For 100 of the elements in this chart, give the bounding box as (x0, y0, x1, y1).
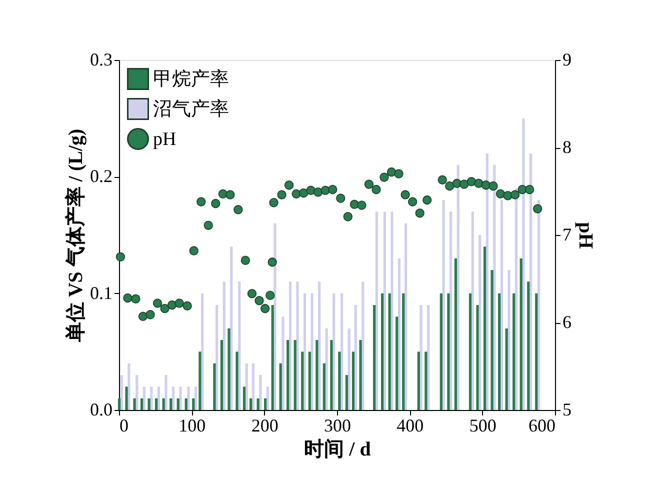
bar (354, 305, 357, 410)
bar (294, 340, 296, 410)
x-tick-label: 200 (251, 416, 278, 436)
bar (216, 305, 218, 410)
point (343, 212, 352, 222)
bar (486, 153, 488, 410)
point (422, 195, 432, 205)
x-tick-label: 600 (528, 416, 556, 436)
bar (172, 386, 175, 410)
bar (325, 328, 328, 410)
point (138, 312, 148, 321)
bar (220, 340, 224, 410)
bar (288, 282, 292, 410)
bar (308, 352, 311, 410)
bar (512, 293, 516, 410)
point (277, 190, 286, 200)
point (269, 198, 278, 208)
point (524, 184, 534, 194)
bar (213, 363, 216, 410)
y-tick-label: 0.0 (90, 400, 112, 420)
bar (447, 293, 450, 410)
bar (118, 398, 121, 410)
bar (332, 293, 336, 410)
point (380, 172, 389, 182)
bar (318, 282, 321, 410)
point (116, 252, 126, 262)
bar (157, 386, 160, 410)
bar (500, 200, 503, 410)
x-axis-title: 时间 / d (304, 438, 371, 460)
bar (286, 340, 290, 410)
point (510, 190, 520, 200)
bar (279, 363, 282, 410)
point (438, 175, 447, 184)
bar (136, 375, 138, 410)
bar (498, 293, 501, 410)
bar (348, 328, 350, 410)
bar (404, 223, 408, 410)
bar (396, 316, 398, 410)
y2-tick-label: 6 (562, 312, 572, 332)
y-tick-label: 0.2 (90, 166, 112, 186)
bar (375, 212, 378, 410)
bar (271, 305, 274, 410)
bar (301, 352, 304, 410)
bar (192, 398, 195, 410)
bar (148, 398, 150, 410)
point (408, 197, 418, 206)
bar (252, 363, 254, 410)
bar (316, 340, 318, 410)
point (160, 304, 170, 314)
bar (508, 270, 510, 410)
x-tick-label: 400 (396, 416, 424, 436)
bar (296, 282, 299, 410)
point (284, 180, 294, 190)
bar (352, 352, 355, 410)
legend-label: pH (153, 129, 176, 150)
bar (125, 386, 128, 410)
point (234, 205, 243, 214)
bar (242, 386, 246, 410)
x-tick-label: 0 (120, 416, 128, 436)
point (466, 177, 476, 186)
bar (527, 282, 530, 410)
bar (522, 118, 525, 410)
y2-tick-label: 7 (562, 224, 572, 244)
point (481, 180, 491, 190)
bar (249, 398, 252, 410)
bar (505, 328, 508, 410)
bar (417, 352, 420, 410)
point (268, 258, 277, 267)
bar (303, 293, 306, 410)
bar (383, 212, 386, 410)
point (336, 194, 346, 203)
point (240, 256, 250, 265)
point (460, 180, 469, 189)
bar (450, 212, 452, 410)
x-tick-label: 300 (324, 416, 351, 436)
point (211, 198, 220, 208)
bar (535, 293, 538, 410)
x-tick-label: 500 (469, 416, 496, 436)
bar (155, 398, 158, 410)
bar (359, 340, 362, 410)
bar (140, 398, 144, 410)
point (131, 294, 140, 304)
bar (471, 212, 474, 410)
bar (340, 293, 344, 410)
bar (184, 398, 188, 410)
point (254, 296, 264, 306)
bar (442, 200, 445, 410)
bar (256, 398, 260, 410)
point (204, 220, 213, 230)
point (415, 208, 424, 218)
point (394, 169, 404, 178)
point (189, 246, 198, 256)
bar (476, 305, 479, 410)
bar (236, 352, 238, 410)
bar (179, 386, 182, 410)
bar (198, 352, 202, 410)
bar (483, 246, 486, 410)
point (357, 200, 366, 210)
y2-tick-label: 8 (562, 137, 572, 157)
bar (310, 293, 314, 410)
